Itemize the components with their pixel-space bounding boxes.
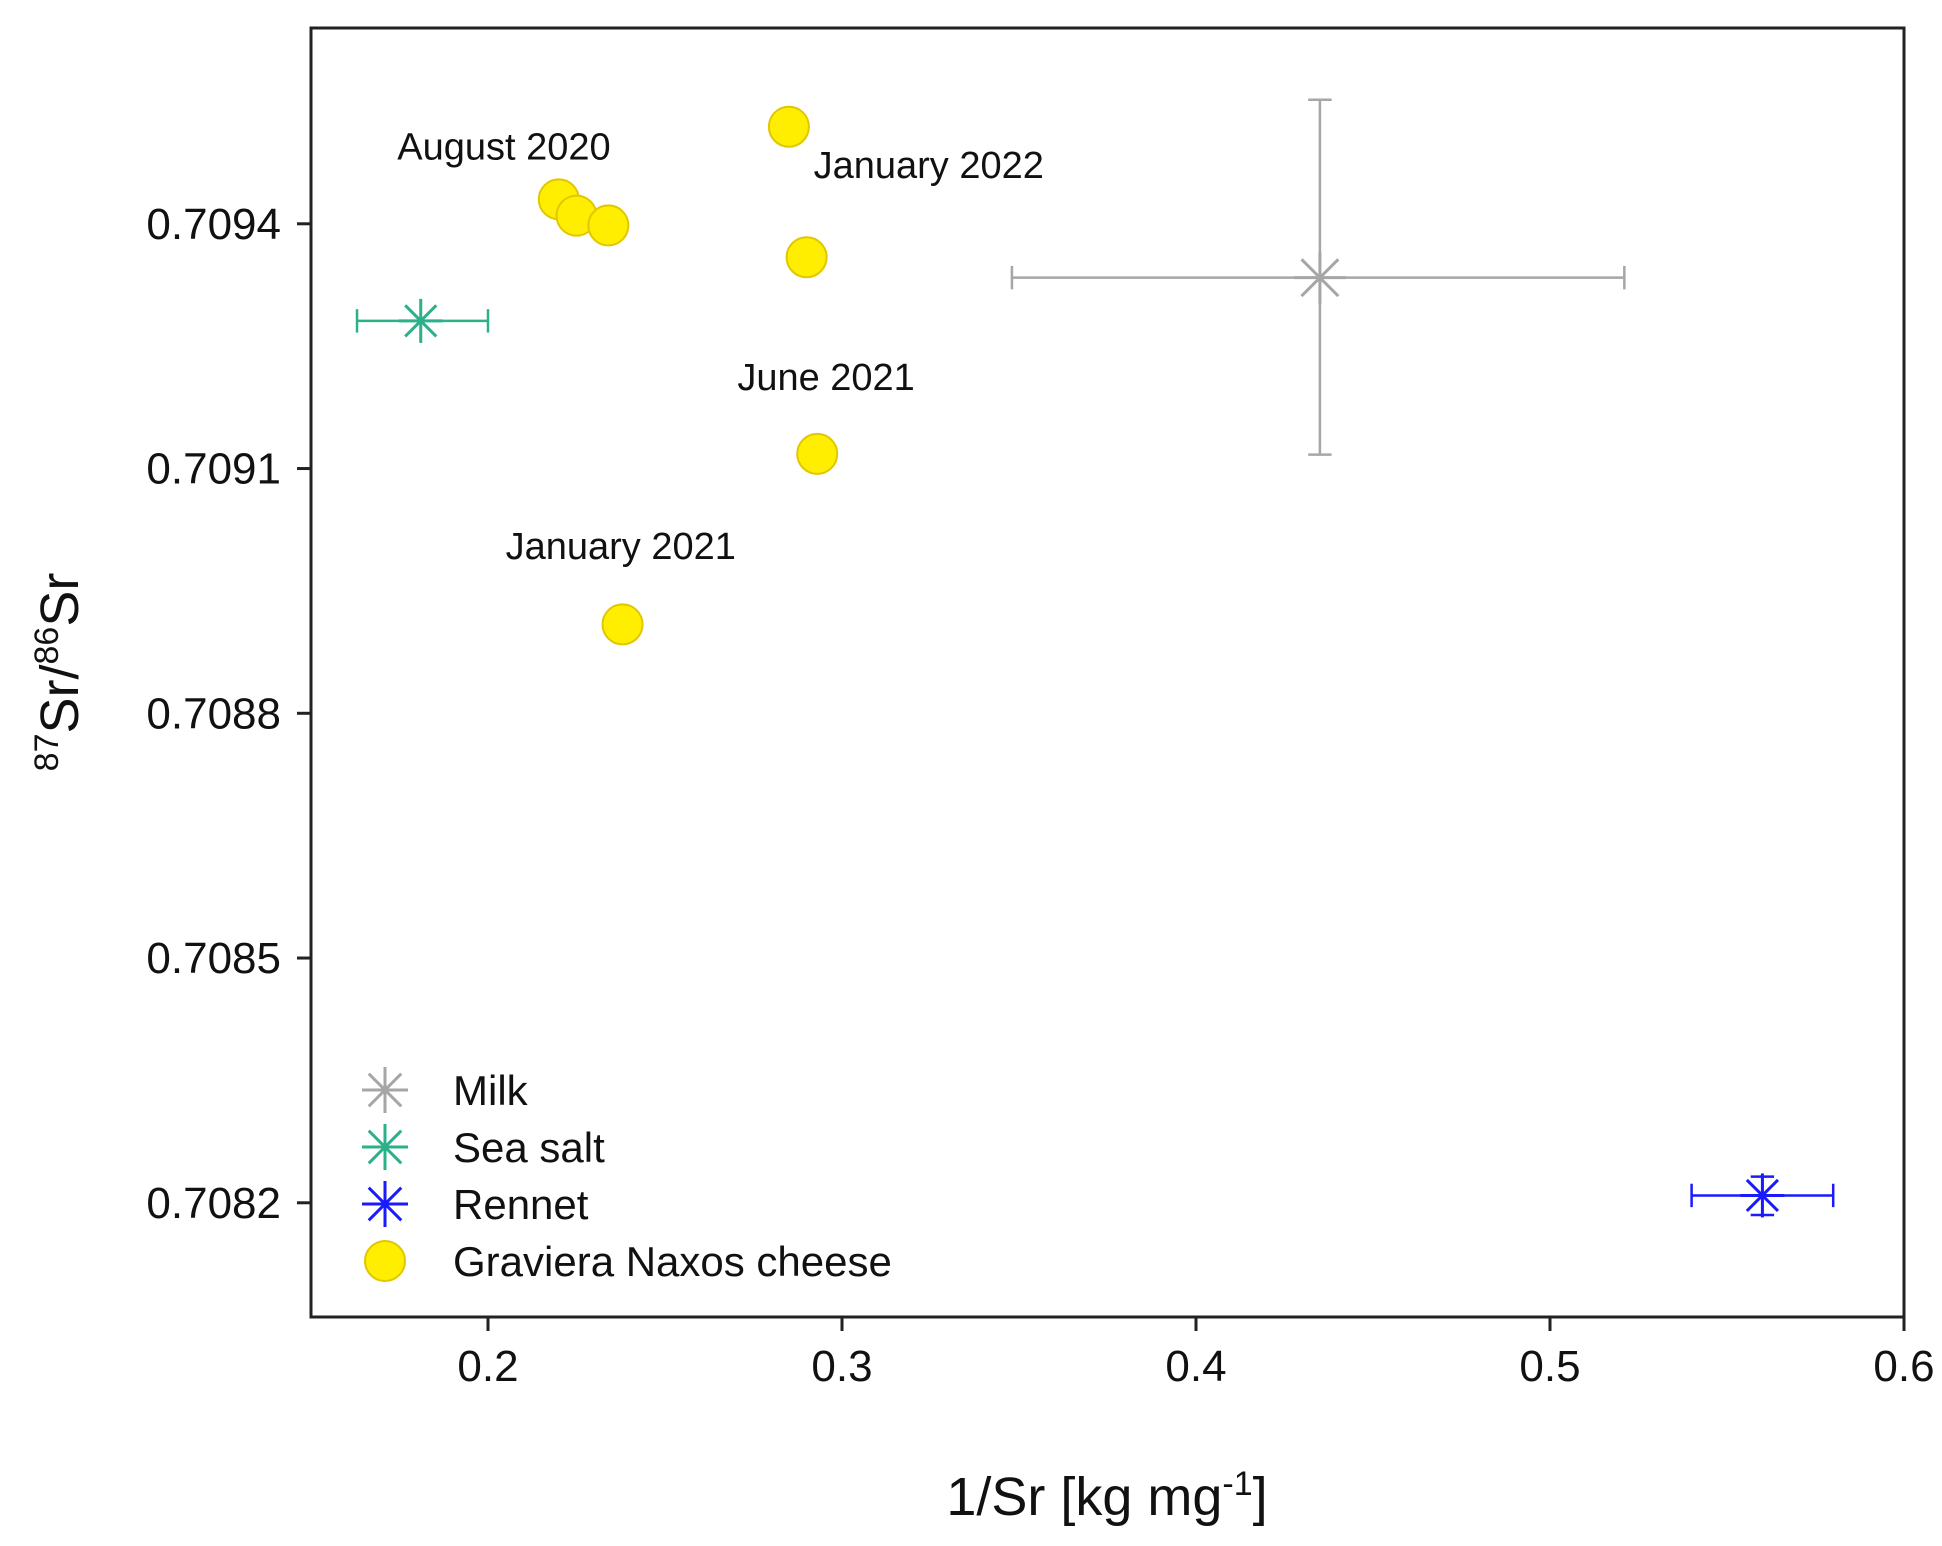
- legend-label-rennet: Rennet: [453, 1181, 589, 1228]
- graviera-naxos-cheese-point: [785, 236, 828, 279]
- graviera-naxos-cheese-point: [796, 432, 839, 475]
- x-tick-label: 0.4: [1165, 1342, 1226, 1391]
- legend-marker-milk: [362, 1067, 408, 1113]
- point-annotation: January 2021: [506, 526, 736, 568]
- y-tick-label: 0.7088: [146, 689, 281, 738]
- milk-point: [1293, 251, 1346, 304]
- legend-marker-rennet: [362, 1181, 408, 1227]
- graviera-naxos-cheese-point: [767, 105, 810, 148]
- legend-label-graviera-naxos-cheese: Graviera Naxos cheese: [453, 1238, 892, 1285]
- legend: Milk Sea salt Rennet Graviera Naxos cheese: [362, 1067, 892, 1285]
- y-tick-label: 0.7091: [146, 445, 281, 494]
- point-annotation: January 2022: [814, 145, 1044, 187]
- sea-salt-point: [398, 298, 443, 343]
- graviera-naxos-cheese-point: [601, 603, 644, 646]
- graviera-naxos-cheese-point: [587, 204, 630, 247]
- legend-label-sea-salt: Sea salt: [453, 1124, 605, 1171]
- axis-ticks: 0.2 0.3 0.4 0.5 0.6 0.7082 0.7085 0.7088 0.7091 0…: [146, 200, 1934, 1391]
- legend-marker-graviera-naxos-cheese: [364, 1240, 406, 1282]
- data-points: [398, 105, 1785, 1218]
- x-tick-label: 0.2: [457, 1342, 518, 1391]
- y-tick-label: 0.7082: [146, 1179, 281, 1228]
- x-tick-label: 0.6: [1873, 1342, 1934, 1391]
- y-tick-label: 0.7094: [146, 200, 281, 249]
- point-annotation: June 2021: [737, 357, 915, 399]
- legend-label-milk: Milk: [453, 1067, 529, 1114]
- point-annotation: August 2020: [397, 126, 610, 168]
- x-tick-label: 0.3: [811, 1342, 872, 1391]
- y-axis-title: 87Sr/86Sr: [28, 573, 90, 772]
- y-tick-label: 0.7085: [146, 934, 281, 983]
- error-bars: [355, 98, 1835, 1217]
- rennet-point: [1740, 1173, 1785, 1218]
- annotations: August 2020 January 2022 June 2021 January …: [397, 126, 1044, 568]
- legend-marker-sea-salt: [362, 1124, 408, 1170]
- x-axis-title: 1/Sr [kg mg-1]: [946, 1465, 1267, 1527]
- plot-frame: [309, 26, 1906, 1319]
- x-tick-label: 0.5: [1519, 1342, 1580, 1391]
